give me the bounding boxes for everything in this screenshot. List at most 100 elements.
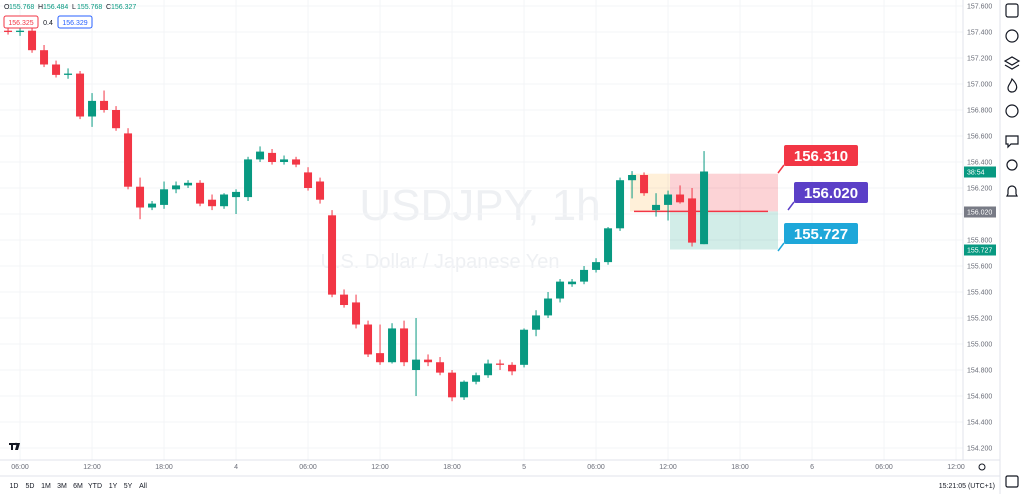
candle-body bbox=[508, 364, 517, 372]
label-text: 156.310 bbox=[794, 148, 848, 165]
icon-stream[interactable] bbox=[1006, 159, 1018, 171]
candle-body bbox=[412, 359, 421, 371]
candle-body bbox=[496, 363, 505, 365]
spread: 0.4 bbox=[43, 20, 53, 27]
y-tick-label: 157.200 bbox=[967, 55, 992, 62]
candle-body bbox=[652, 204, 661, 211]
candle-body bbox=[268, 152, 277, 163]
candle-body bbox=[256, 151, 265, 160]
clock: 15:21:05 (UTC+1) bbox=[939, 483, 995, 490]
candle-body bbox=[700, 171, 709, 245]
candle-body bbox=[316, 181, 325, 200]
sell-price: 156.325 bbox=[8, 20, 33, 27]
x-tick-label: 18:00 bbox=[155, 464, 173, 471]
candle-body bbox=[460, 381, 469, 398]
range-button[interactable]: 1M bbox=[41, 483, 51, 490]
y-tick-label: 155.200 bbox=[967, 316, 992, 323]
icon-alerts[interactable] bbox=[1005, 29, 1019, 43]
y-tick-label: 154.600 bbox=[967, 394, 992, 401]
candle-body bbox=[136, 186, 145, 208]
position-label: 155.727 bbox=[777, 223, 858, 252]
icon-calendar[interactable] bbox=[1005, 475, 1019, 488]
y-tick-label: 156.200 bbox=[967, 186, 992, 193]
range-button[interactable]: 1D bbox=[10, 483, 19, 490]
icon-layers[interactable] bbox=[1003, 56, 1021, 70]
candle-body bbox=[340, 294, 349, 306]
icon-watchlist[interactable] bbox=[1005, 3, 1019, 18]
watermark: USDJPY, 1h bbox=[359, 181, 600, 230]
icon-hotlist[interactable] bbox=[1007, 77, 1018, 93]
candle-body bbox=[532, 315, 541, 330]
label-text: 155.727 bbox=[794, 226, 848, 243]
candle-body bbox=[676, 194, 685, 203]
candle-body bbox=[124, 133, 133, 187]
label-text: 156.020 bbox=[804, 185, 858, 202]
range-button[interactable]: All bbox=[139, 483, 147, 490]
candle-body bbox=[160, 189, 169, 205]
candle-body bbox=[484, 363, 493, 376]
range-button[interactable]: 6M bbox=[73, 483, 83, 490]
icon-notifications[interactable] bbox=[1006, 185, 1018, 197]
candle-body bbox=[220, 194, 229, 207]
candle-body bbox=[592, 262, 601, 270]
x-tick-label: 5 bbox=[522, 464, 526, 471]
price-tag bbox=[964, 166, 996, 178]
icon-chat[interactable] bbox=[1005, 135, 1019, 149]
ohlc-value: 156.327 bbox=[111, 4, 136, 11]
range-button[interactable]: 5Y bbox=[124, 483, 133, 490]
candle-body bbox=[376, 353, 385, 363]
x-tick-label: 06:00 bbox=[587, 464, 605, 471]
range-button[interactable]: 3M bbox=[57, 483, 67, 490]
position-label: 156.310 bbox=[777, 145, 858, 174]
x-tick-label: 12:00 bbox=[83, 464, 101, 471]
range-button[interactable]: YTD bbox=[88, 483, 102, 490]
y-tick-label: 154.200 bbox=[967, 446, 992, 453]
candle-body bbox=[664, 194, 673, 205]
ohlc-key: H bbox=[38, 4, 43, 11]
candle-body bbox=[580, 269, 589, 282]
candle-body bbox=[28, 30, 37, 51]
candle-body bbox=[148, 203, 157, 208]
icon-calendar-ideas[interactable] bbox=[1005, 104, 1019, 118]
candle-body bbox=[520, 329, 529, 365]
y-tick-label: 155.000 bbox=[967, 342, 992, 349]
candle-body bbox=[76, 73, 85, 117]
candle-body bbox=[292, 159, 301, 165]
candle-body bbox=[544, 298, 553, 316]
target-zone bbox=[670, 211, 778, 250]
candle-body bbox=[640, 175, 649, 194]
range-button[interactable]: 5D bbox=[26, 483, 35, 490]
buy-button[interactable] bbox=[57, 15, 93, 29]
price-tag-text: 155.727 bbox=[967, 248, 992, 255]
x-tick-label: 6 bbox=[810, 464, 814, 471]
ohlc-key: C bbox=[106, 4, 111, 11]
candle-body bbox=[304, 172, 313, 189]
candle-body bbox=[112, 109, 121, 129]
candle-body bbox=[52, 64, 61, 75]
candle-body bbox=[280, 159, 289, 163]
label-pointer bbox=[777, 242, 785, 252]
sell-button[interactable] bbox=[3, 15, 39, 29]
settings-icon[interactable] bbox=[978, 463, 986, 471]
range-button[interactable]: 1Y bbox=[109, 483, 118, 490]
drawing-zone bbox=[630, 173, 670, 212]
ohlc-key: L bbox=[72, 4, 76, 11]
candle-body bbox=[400, 328, 409, 363]
label-box bbox=[784, 145, 858, 166]
stop-zone bbox=[670, 173, 778, 212]
candle-body bbox=[232, 191, 241, 198]
candle-body bbox=[472, 375, 481, 382]
y-tick-label: 156.600 bbox=[967, 133, 992, 140]
price-tag-text: 156.020 bbox=[967, 210, 992, 217]
candle-body bbox=[328, 215, 337, 295]
label-pointer bbox=[787, 201, 795, 211]
x-tick-label: 4 bbox=[234, 464, 238, 471]
candle-body bbox=[436, 362, 445, 373]
ohlc-value: 156.484 bbox=[43, 4, 68, 11]
candle-body bbox=[556, 281, 565, 299]
candle-body bbox=[352, 302, 361, 325]
candle-body bbox=[616, 180, 625, 229]
x-tick-label: 18:00 bbox=[731, 464, 749, 471]
